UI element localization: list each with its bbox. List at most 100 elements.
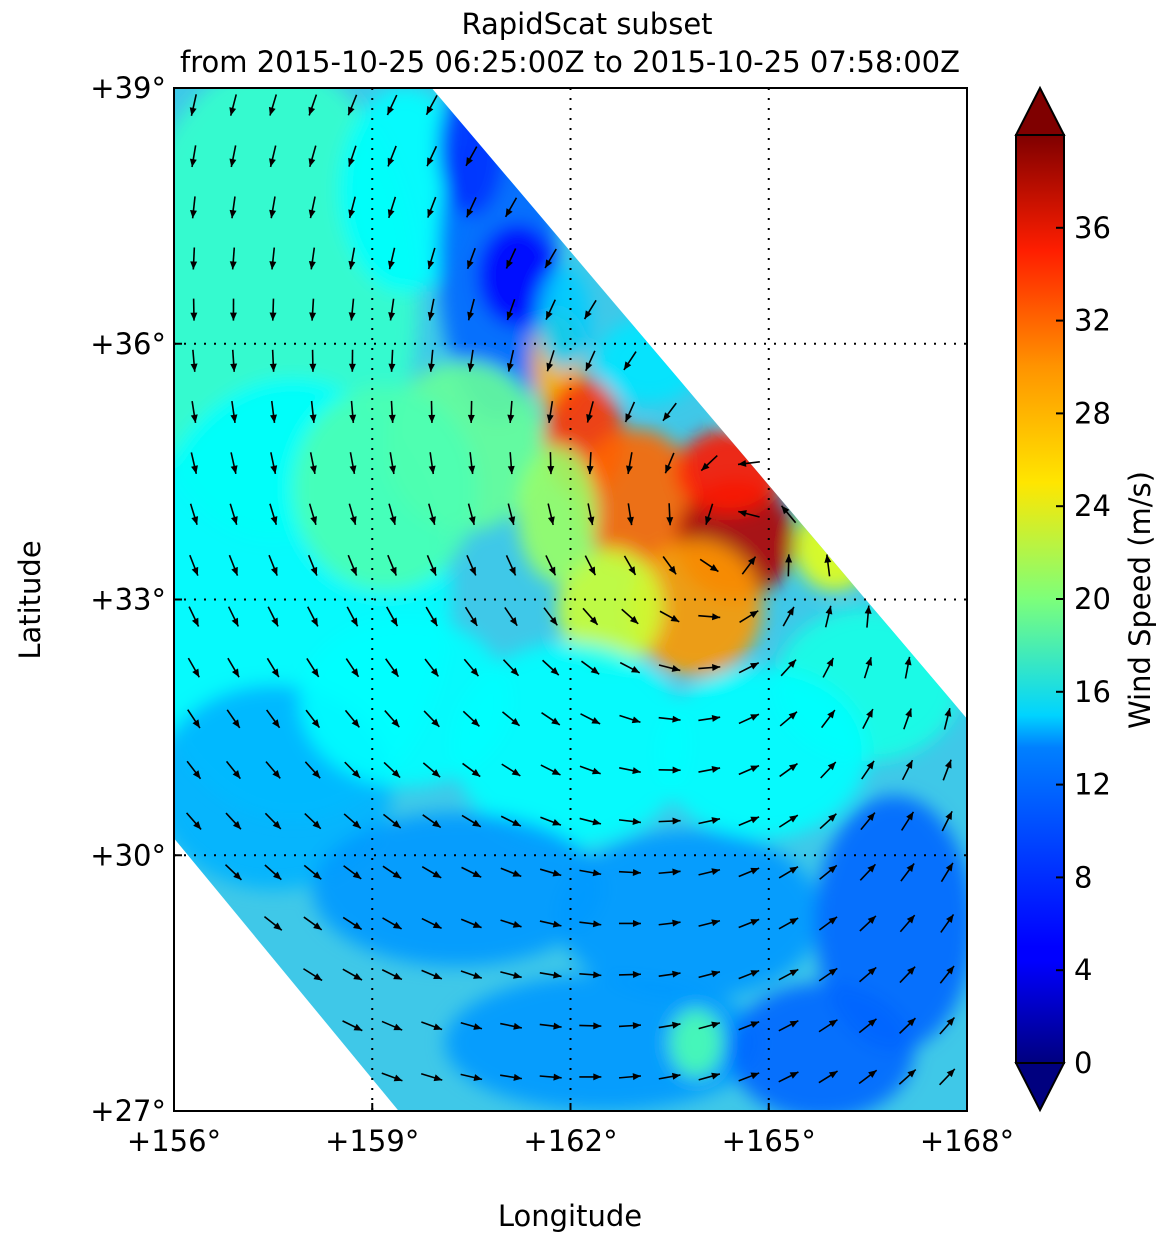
wind-vector-head <box>189 158 197 168</box>
wind-vector <box>224 864 242 881</box>
wind-vector <box>858 1069 878 1085</box>
wind-vector <box>824 554 832 577</box>
wind-vector-head <box>672 1021 681 1029</box>
wind-vector-head <box>433 1074 443 1082</box>
wind-vector-head <box>905 708 912 718</box>
wind-vector-head <box>591 767 601 775</box>
wind-vector <box>185 812 202 830</box>
wind-vector-head <box>546 414 554 423</box>
wind-vector-head <box>387 106 394 116</box>
wind-vector-head <box>388 414 396 423</box>
wind-vector-head <box>189 107 197 116</box>
wind-vector-head <box>546 362 554 372</box>
wind-vector <box>698 714 721 722</box>
wind-vector-head <box>867 812 875 822</box>
wind-vector <box>270 400 277 423</box>
wind-vector-head <box>828 813 837 822</box>
wind-vector-head <box>272 770 281 779</box>
wind-vector <box>507 452 515 475</box>
wind-vectors <box>185 94 956 1086</box>
wind-vector <box>861 760 875 780</box>
wind-vector <box>778 968 799 981</box>
colorbar-tick-label: 16 <box>1074 675 1111 709</box>
wind-vector <box>309 452 317 475</box>
wind-vector-head <box>547 466 555 475</box>
wind-vector-head <box>711 817 721 824</box>
wind-vector <box>346 606 359 627</box>
wind-vector <box>618 919 641 927</box>
wind-vector-head <box>738 510 747 517</box>
wind-vector-head <box>232 719 240 728</box>
wind-vector-head <box>825 605 833 615</box>
wind-vector-head <box>867 967 877 976</box>
wind-vector-head <box>549 616 558 626</box>
wind-vector <box>190 298 198 321</box>
wind-vector <box>428 452 436 475</box>
wind-vector <box>818 1019 838 1033</box>
wind-vector-head <box>513 1022 522 1030</box>
wind-vector <box>938 1068 956 1086</box>
wind-vector-head <box>552 869 562 877</box>
wind-vector <box>547 503 555 526</box>
colorbar-label: Wind Speed (m/s) <box>1123 471 1157 729</box>
wind-vector-head <box>309 363 317 372</box>
wind-vector-head <box>466 208 474 218</box>
wind-vector <box>386 606 399 627</box>
wind-vector-head <box>789 815 798 823</box>
wind-vector-head <box>390 617 398 627</box>
wind-vector-head <box>750 1021 760 1028</box>
wind-vector <box>619 714 641 724</box>
wind-vector-head <box>348 260 356 270</box>
wind-vector <box>862 708 874 730</box>
wind-vector <box>467 349 475 372</box>
wind-vector <box>901 759 914 781</box>
wind-vector <box>579 1022 602 1030</box>
wind-vector <box>347 554 358 576</box>
wind-vector <box>500 867 522 878</box>
wind-vector <box>424 658 440 677</box>
wind-vector-head <box>473 972 482 979</box>
wind-vector-head <box>553 1022 562 1030</box>
colorbar-tick-label: 28 <box>1074 396 1111 430</box>
wind-vector-head <box>348 106 355 116</box>
wind-vector <box>382 813 402 829</box>
wind-vector <box>504 606 518 627</box>
wind-vector <box>349 452 357 475</box>
wind-vector-head <box>788 763 798 772</box>
wind-vector <box>308 145 317 168</box>
wind-vector-head <box>867 915 876 924</box>
wind-vector <box>779 762 798 778</box>
wind-vector <box>547 452 555 475</box>
wind-vector-head <box>270 516 278 525</box>
wind-vector <box>190 349 198 372</box>
wind-vector <box>349 400 357 423</box>
wind-vector <box>940 862 954 883</box>
wind-vector <box>860 812 876 831</box>
wind-vector-head <box>547 516 555 525</box>
wind-vector-head <box>701 462 710 471</box>
wind-vector <box>387 554 398 576</box>
wind-vector <box>780 659 797 677</box>
wind-vector-head <box>750 970 760 977</box>
wind-vector-head <box>349 516 357 525</box>
wind-vector <box>539 868 562 877</box>
wind-vector <box>384 710 400 728</box>
wind-vector-head <box>747 556 756 566</box>
wind-vector-head <box>585 362 593 371</box>
wind-vector <box>189 503 199 525</box>
wind-vector-head <box>351 668 359 677</box>
wind-vector-head <box>511 768 521 776</box>
wind-vector <box>662 402 677 422</box>
wind-vector <box>462 710 480 727</box>
wind-vector <box>778 865 799 879</box>
wind-vector <box>229 298 237 321</box>
wind-vector <box>307 606 319 627</box>
wind-field-patch <box>656 667 868 839</box>
wind-field-patch <box>451 642 690 847</box>
wind-vector <box>189 94 198 116</box>
wind-vector-head <box>270 566 278 576</box>
wind-vector-head <box>271 617 279 627</box>
wind-vector <box>585 350 596 372</box>
wind-vector <box>580 713 601 725</box>
wind-vector-head <box>391 718 400 728</box>
